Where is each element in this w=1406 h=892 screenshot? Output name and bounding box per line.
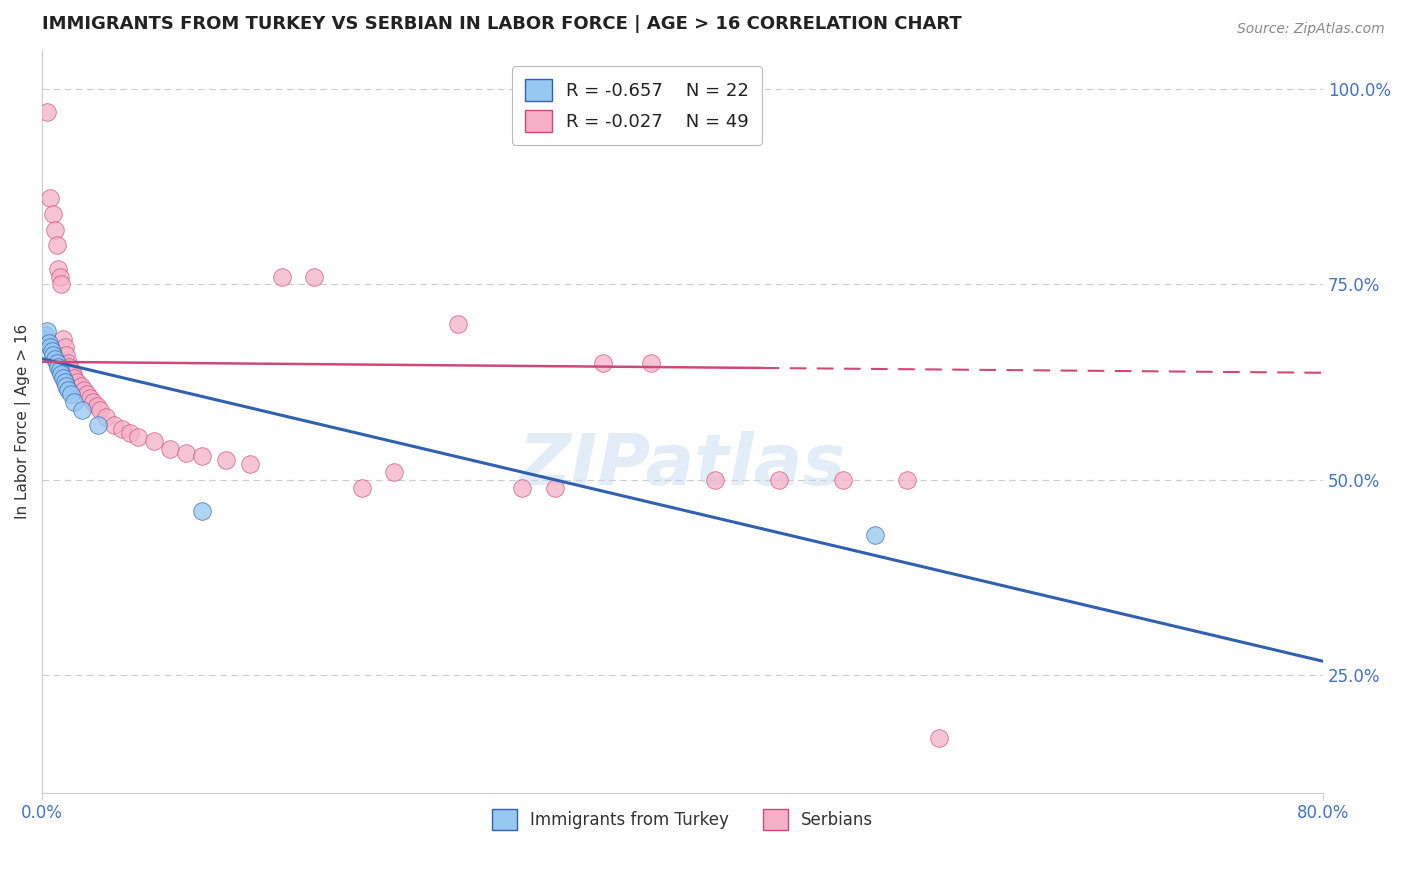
Y-axis label: In Labor Force | Age > 16: In Labor Force | Age > 16 bbox=[15, 324, 31, 519]
Point bbox=[62, 368, 84, 382]
Point bbox=[120, 425, 142, 440]
Point bbox=[35, 105, 58, 120]
Point bbox=[79, 391, 101, 405]
Point bbox=[46, 261, 69, 276]
Point bbox=[69, 379, 91, 393]
Point bbox=[38, 336, 60, 351]
Point bbox=[271, 269, 294, 284]
Point bbox=[215, 453, 238, 467]
Point bbox=[45, 238, 67, 252]
Point bbox=[703, 473, 725, 487]
Point bbox=[58, 359, 80, 374]
Point bbox=[82, 394, 104, 409]
Point bbox=[304, 269, 326, 284]
Point bbox=[896, 473, 918, 487]
Point bbox=[46, 359, 69, 374]
Point bbox=[592, 356, 614, 370]
Point bbox=[53, 340, 76, 354]
Point bbox=[70, 402, 93, 417]
Point bbox=[86, 399, 108, 413]
Point bbox=[52, 332, 75, 346]
Text: IMMIGRANTS FROM TURKEY VS SERBIAN IN LABOR FORCE | AGE > 16 CORRELATION CHART: IMMIGRANTS FROM TURKEY VS SERBIAN IN LAB… bbox=[42, 15, 962, 33]
Point bbox=[56, 383, 79, 397]
Point bbox=[55, 348, 77, 362]
Point bbox=[543, 481, 565, 495]
Point bbox=[127, 430, 149, 444]
Point bbox=[44, 222, 66, 236]
Point bbox=[39, 191, 62, 205]
Point bbox=[831, 473, 853, 487]
Point bbox=[52, 371, 75, 385]
Point bbox=[159, 442, 181, 456]
Point bbox=[45, 356, 67, 370]
Point bbox=[35, 324, 58, 338]
Point bbox=[96, 410, 118, 425]
Point bbox=[48, 269, 70, 284]
Point bbox=[863, 527, 886, 541]
Point bbox=[73, 383, 96, 397]
Point bbox=[51, 277, 73, 292]
Point bbox=[34, 328, 56, 343]
Text: Source: ZipAtlas.com: Source: ZipAtlas.com bbox=[1237, 22, 1385, 37]
Point bbox=[39, 340, 62, 354]
Point bbox=[143, 434, 166, 448]
Point bbox=[111, 422, 134, 436]
Point bbox=[640, 356, 662, 370]
Point bbox=[89, 402, 111, 417]
Point bbox=[48, 363, 70, 377]
Point bbox=[55, 379, 77, 393]
Point bbox=[42, 207, 65, 221]
Point bbox=[191, 504, 214, 518]
Point bbox=[63, 371, 86, 385]
Point bbox=[174, 445, 197, 459]
Point bbox=[447, 317, 470, 331]
Point bbox=[42, 348, 65, 362]
Point bbox=[103, 418, 125, 433]
Point bbox=[87, 418, 110, 433]
Point bbox=[59, 363, 82, 377]
Point bbox=[191, 450, 214, 464]
Point bbox=[44, 351, 66, 366]
Point bbox=[56, 356, 79, 370]
Legend: Immigrants from Turkey, Serbians: Immigrants from Turkey, Serbians bbox=[485, 803, 880, 837]
Point bbox=[76, 387, 98, 401]
Point bbox=[41, 343, 63, 358]
Point bbox=[512, 481, 534, 495]
Point bbox=[928, 731, 950, 745]
Point bbox=[384, 465, 406, 479]
Point bbox=[66, 375, 89, 389]
Point bbox=[51, 368, 73, 382]
Text: ZIPatlas: ZIPatlas bbox=[519, 432, 846, 500]
Point bbox=[59, 387, 82, 401]
Point bbox=[239, 457, 262, 471]
Point bbox=[32, 332, 55, 346]
Point bbox=[768, 473, 790, 487]
Point bbox=[63, 394, 86, 409]
Point bbox=[352, 481, 374, 495]
Point bbox=[53, 375, 76, 389]
